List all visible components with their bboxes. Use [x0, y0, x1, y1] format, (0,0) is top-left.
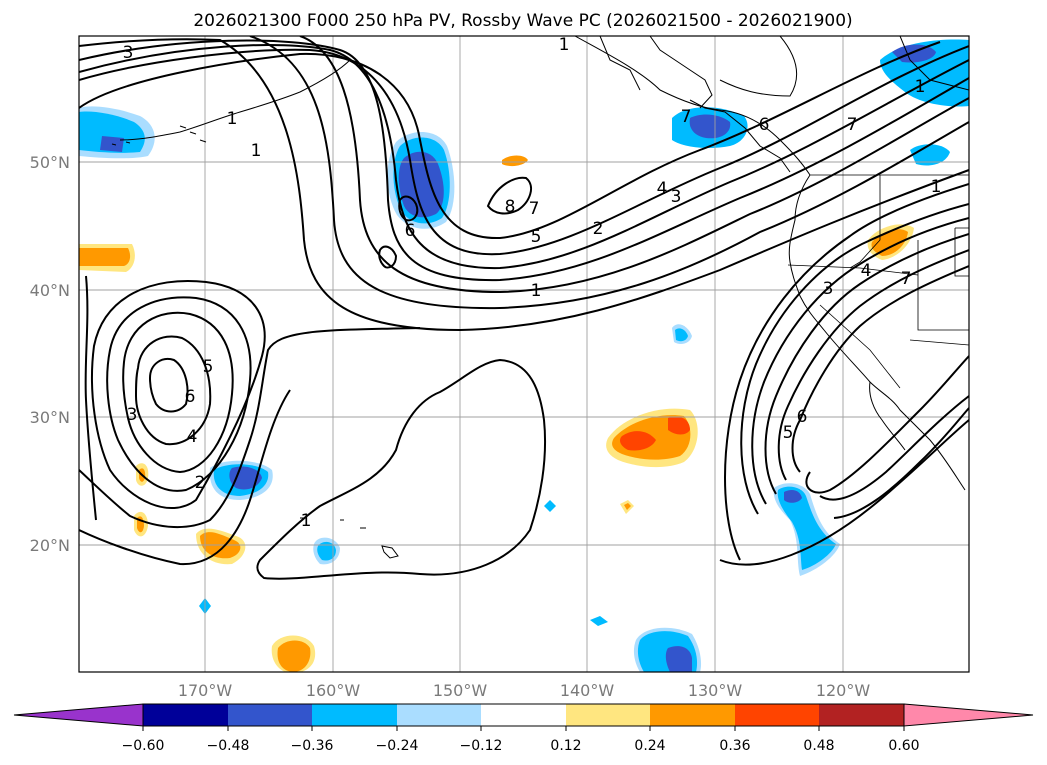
contour-label: 1 — [531, 281, 542, 301]
political-borders — [787, 174, 969, 389]
contour-label: 7 — [681, 107, 692, 127]
colorbar-segment — [481, 704, 566, 726]
colorbar-label: −0.60 — [122, 738, 165, 754]
lon-tick-labels: 170°W 160°W 150°W 140°W 130°W 120°W — [178, 681, 871, 700]
contour-label: 3 — [823, 279, 834, 299]
neg-anomaly-blob — [398, 151, 444, 218]
contour-label: 7 — [847, 115, 858, 135]
contour-label: 3 — [671, 187, 682, 207]
contour-label: 1 — [931, 177, 942, 197]
neg-anomaly-blob — [892, 44, 936, 63]
contour-label: 4 — [657, 179, 668, 199]
contour-label: 5 — [783, 423, 794, 443]
colorbar-segment — [312, 704, 397, 726]
pos-anomaly-blob — [624, 503, 631, 510]
contour-label: 5 — [531, 227, 542, 247]
colorbar-segment — [735, 704, 819, 726]
neg-anomaly-blob — [317, 541, 336, 561]
colorbar-segment — [650, 704, 735, 726]
lat-tick-labels: 50°N 40°N 30°N 20°N — [30, 153, 70, 555]
lon-tick-label: 140°W — [560, 681, 615, 700]
colorbar-extend-high — [903, 703, 1034, 727]
contour-label: 3 — [127, 405, 138, 425]
contour-label: 6 — [759, 115, 770, 135]
pos-anomaly-blob — [668, 416, 690, 435]
lon-tick-label: 120°W — [816, 681, 871, 700]
neg-anomaly-blob — [675, 328, 688, 342]
figure-title: 2026021300 F000 250 hPa PV, Rossby Wave … — [193, 11, 852, 31]
colorbar-outline — [142, 703, 905, 727]
contour-label: 1 — [301, 511, 312, 531]
neg-anomaly-blob — [689, 114, 731, 139]
contour-label: 6 — [797, 407, 808, 427]
neg-anomaly-blob — [665, 646, 692, 672]
contour-label: 3 — [123, 43, 134, 63]
map-background — [79, 36, 969, 672]
colorbar-label: −0.12 — [460, 738, 503, 754]
neg-anomaly-blob — [784, 490, 802, 503]
colorbar-label: 0.48 — [803, 738, 834, 754]
colorbar-label: 0.24 — [634, 738, 665, 754]
contour-label: 8 — [505, 197, 516, 217]
lat-tick-label: 40°N — [30, 281, 70, 300]
pos-anomaly-blob — [277, 640, 311, 672]
pos-anomaly-blob — [79, 248, 131, 266]
colorbar-label: 0.36 — [719, 738, 750, 754]
contour-label: 1 — [251, 141, 262, 161]
colorbar-segment — [397, 704, 481, 726]
colorbar-segment — [566, 704, 650, 726]
pos-anomaly-blob — [502, 155, 528, 167]
contour-label: 1 — [915, 77, 926, 97]
contour-label: 6 — [185, 387, 196, 407]
contour-label: 4 — [861, 261, 872, 281]
lon-tick-label: 160°W — [306, 681, 361, 700]
colorbar-label: −0.36 — [291, 738, 334, 754]
map-panel: 3 1 1 8 7 6 4 3 2 5 1 7 6 1 5 6 4 3 2 1 … — [79, 35, 969, 672]
pv-contours — [79, 36, 969, 580]
colorbar-ticks — [142, 726, 905, 731]
neg-anomaly-blob — [777, 486, 836, 570]
contour-label: 1 — [227, 109, 238, 129]
colorbar: −0.60 −0.48 −0.36 −0.24 −0.12 0.12 0.24 … — [13, 703, 1034, 754]
colorbar-extend-low — [13, 703, 144, 727]
neg-anomaly-blob — [590, 616, 608, 626]
contour-label: 7 — [529, 199, 540, 219]
lat-tick-label: 50°N — [30, 153, 70, 172]
map-frame — [78, 35, 970, 673]
lon-tick-label: 150°W — [433, 681, 488, 700]
pos-anomaly-blob — [620, 431, 656, 451]
contour-label: 2 — [593, 219, 604, 239]
colorbar-segment — [228, 704, 312, 726]
colorbar-label: 0.60 — [888, 738, 919, 754]
contour-label: 4 — [187, 427, 198, 447]
lat-tick-label: 20°N — [30, 536, 70, 555]
contour-label: 2 — [195, 473, 206, 493]
colorbar-labels: −0.60 −0.48 −0.36 −0.24 −0.12 0.12 0.24 … — [122, 738, 920, 754]
lon-tick-label: 170°W — [178, 681, 233, 700]
lat-tick-label: 30°N — [30, 408, 70, 427]
contour-label: 6 — [405, 221, 416, 241]
colorbar-label: −0.24 — [376, 738, 419, 754]
lon-tick-label: 130°W — [688, 681, 743, 700]
colorbar-label: 0.12 — [550, 738, 581, 754]
neg-anomaly-blob — [544, 500, 556, 512]
colorbar-segment — [819, 704, 904, 726]
pv-anomaly-fills — [79, 39, 969, 672]
contour-labels: 3 1 1 8 7 6 4 3 2 5 1 7 6 1 5 6 4 3 2 1 … — [123, 35, 942, 531]
colorbar-segment — [143, 704, 228, 726]
contour-label: 1 — [559, 35, 570, 55]
contour-label: 7 — [901, 269, 912, 289]
contour-label: 5 — [203, 357, 214, 377]
coastlines — [111, 36, 969, 559]
colorbar-label: −0.48 — [207, 738, 250, 754]
